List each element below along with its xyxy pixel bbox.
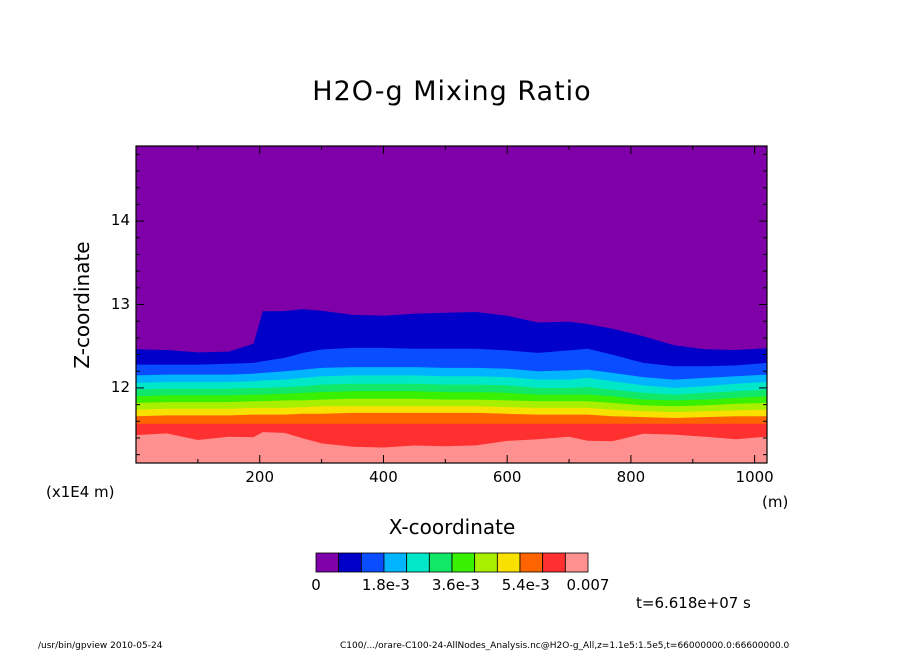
plot-area	[136, 146, 767, 463]
colorbar-cell-11	[542, 552, 566, 573]
y-tick-label-13: 13	[110, 294, 130, 313]
y-tick-label-12: 12	[110, 377, 130, 396]
colorbar	[315, 552, 589, 573]
colorbar-tick-label-1: 0	[311, 576, 321, 594]
y-tick-label-14: 14	[110, 211, 130, 230]
colorbar-cell-12	[564, 552, 589, 573]
footer-program-date: /usr/bin/gpview 2010-05-24	[38, 641, 163, 651]
chart-title: H2O-g Mixing Ratio	[312, 76, 592, 107]
colorbar-tick-label-5: 0.007	[566, 576, 610, 594]
colorbar-cell-9	[496, 552, 521, 573]
colorbar-tick-label-4: 5.4e-3	[501, 576, 550, 594]
plot-frame	[135, 145, 768, 464]
colorbar-cell-6	[428, 552, 453, 573]
colorbar-cell-4	[383, 552, 408, 573]
x-tick-label-800: 800	[616, 468, 646, 486]
y-axis-unit: (x1E4 m)	[46, 483, 115, 501]
x-tick-label-600: 600	[492, 468, 522, 486]
contour-band-level-12	[136, 432, 767, 463]
colorbar-cell-3	[360, 552, 385, 573]
x-tick-label-200: 200	[245, 468, 275, 486]
x-axis-label-text: X-coordinate	[388, 515, 516, 539]
colorbar-cell-2	[338, 552, 362, 573]
colorbar-cell-1	[315, 552, 340, 573]
colorbar-cell-8	[474, 552, 498, 573]
x-tick-label-400: 400	[369, 468, 398, 486]
colorbar-tick-label-2: 1.8e-3	[361, 576, 410, 594]
x-tick-label-1000: 1000	[735, 468, 774, 486]
time-label: t=6.618e+07 s	[636, 594, 751, 612]
colorbar-cell-7	[451, 552, 476, 573]
colorbar-cell-10	[519, 552, 544, 573]
colorbar-tick-label-3: 3.6e-3	[431, 576, 480, 594]
x-axis-label: X-coordinate	[0, 515, 904, 539]
colorbar-cell-5	[406, 552, 430, 573]
footer-data-source: C100/.../orare-C100-24-AllNodes_Analysis…	[340, 641, 790, 651]
x-axis-unit: (m)	[762, 493, 789, 511]
